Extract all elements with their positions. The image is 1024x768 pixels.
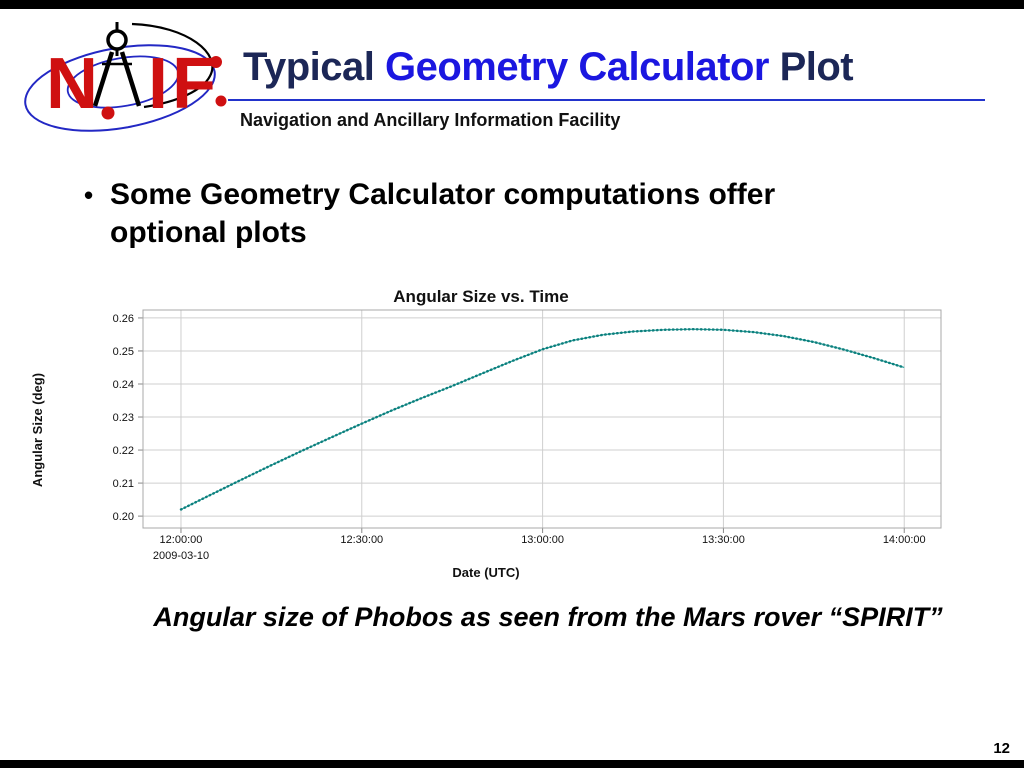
y-tick-label: 0.26 [113,313,134,325]
bottom-border-bar [0,760,1024,768]
logo-letters: N I F [46,44,216,124]
data-curve [179,327,906,511]
curve-dots [179,327,906,511]
page-number: 12 [993,740,1010,757]
bullet-marker: • [84,180,94,210]
swoosh-icon [131,22,214,109]
x-tick-label: 13:00:00 [521,534,564,546]
y-tick-label: 0.24 [113,379,134,391]
title-rule [228,99,985,101]
x-tick-label: 13:30:00 [702,534,745,546]
grid-lines [138,310,941,533]
y-tick-label: 0.23 [113,412,134,424]
plot-border [142,309,942,529]
x-tick-label: 12:30:00 [340,534,383,546]
date-label: 2009-03-10 [153,550,209,562]
x-axis-label: Date (UTC) [452,565,519,580]
title-part1: Typical [243,45,385,89]
top-border-bar [0,0,1024,9]
x-tick-label: 12:00:00 [160,534,203,546]
naif-logo: N I F [24,22,227,132]
logo-letter-f: F [172,44,216,124]
logo-letter-n: N [46,44,98,124]
y-tick-label: 0.20 [113,511,134,523]
bullet-line-2: optional plots [110,216,307,249]
plot-background [143,310,941,528]
subtitle: Navigation and Ancillary Information Fac… [240,110,621,130]
y-tick-label: 0.21 [113,478,134,490]
logo-red-dots [101,56,227,120]
bullet-text: Some Geometry Calculator computations of… [110,176,775,252]
slide-title: Typical Geometry Calculator Plot [243,44,854,90]
bullet-line-1: Some Geometry Calculator computations of… [110,178,776,211]
y-tick-label: 0.25 [113,346,134,358]
chart-title: Angular Size vs. Time [393,287,568,306]
y-axis-label: Angular Size (deg) [30,373,45,487]
y-tick-label: 0.22 [113,445,134,457]
x-tick-label: 14:00:00 [883,534,926,546]
logo-letter-i: I [148,44,168,124]
title-accent: Geometry Calculator [384,45,769,89]
figure-caption: Angular size of Phobos as seen from the … [153,602,943,632]
title-part2: Plot [768,45,854,89]
compass-icon [92,22,142,107]
tick-labels: 0.26 0.25 0.24 0.23 0.22 0.21 0.20 12:00:00 12:3… [113,313,926,546]
bullet-item: • Some Geometry Calculator computations … [84,176,904,252]
